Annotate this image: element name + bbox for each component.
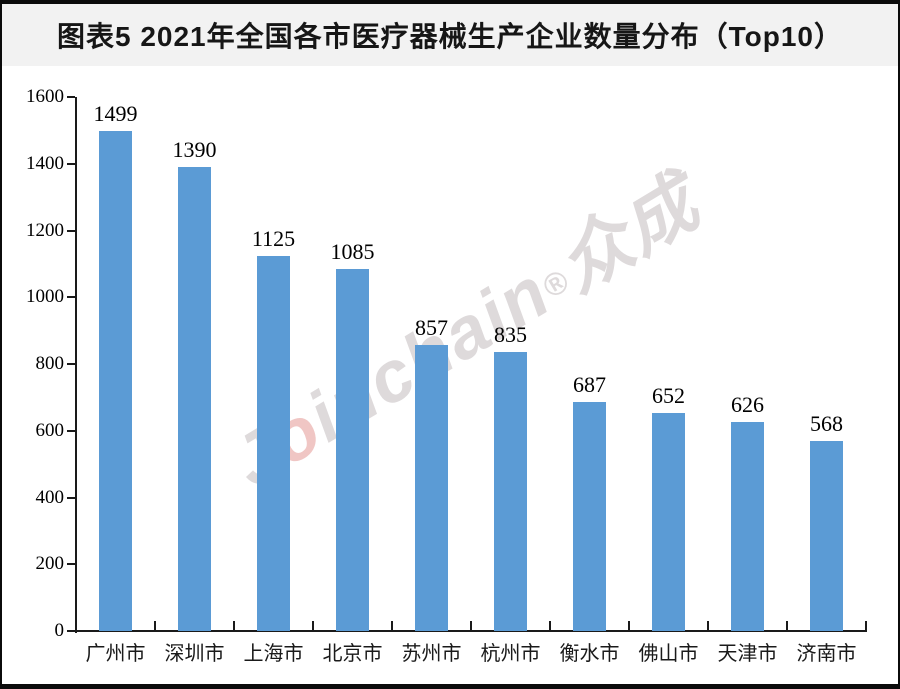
x-axis-category-label: 杭州市 <box>480 643 541 665</box>
bar <box>494 352 527 631</box>
bar <box>652 413 685 631</box>
bar-value-label: 1125 <box>251 226 296 251</box>
x-axis-category-label: 上海市 <box>243 643 304 665</box>
bar-value-label: 687 <box>573 372 606 397</box>
bar-value-label: 568 <box>810 411 843 436</box>
title-band: 图表5 2021年全国各市医疗器械生产企业数量分布（Top10） <box>2 4 898 66</box>
y-axis-tick <box>67 96 75 98</box>
x-axis-category-label: 衡水市 <box>559 643 620 665</box>
x-axis-tick <box>470 621 472 631</box>
y-axis-tick <box>67 162 75 165</box>
bar <box>257 256 290 631</box>
x-axis-category-label: 佛山市 <box>638 643 699 665</box>
bar-value-label: 1499 <box>93 101 138 126</box>
x-axis-category-label: 天津市 <box>717 643 778 665</box>
x-axis-tick <box>628 621 630 631</box>
bar-value-label: 1390 <box>172 137 217 162</box>
x-axis-category-label: 深圳市 <box>164 643 225 665</box>
y-axis-tick-label: 600 <box>35 419 65 441</box>
x-axis-tick <box>154 621 156 631</box>
x-axis-tick <box>312 621 314 631</box>
x-axis-category-label: 苏州市 <box>401 643 462 665</box>
x-axis-tick <box>233 621 235 631</box>
y-axis-line <box>75 97 77 633</box>
x-axis-tick <box>786 621 788 631</box>
x-axis-line <box>75 630 867 632</box>
y-axis-tick <box>67 563 75 566</box>
y-axis-tick-label: 0 <box>54 620 65 641</box>
y-axis-tick-label: 1600 <box>26 86 64 107</box>
y-axis-tick-label: 400 <box>35 486 65 508</box>
bar <box>810 441 843 631</box>
y-axis-tick <box>67 363 75 365</box>
x-axis-tick <box>549 621 551 631</box>
bar <box>573 402 606 631</box>
x-axis-tick <box>391 621 393 631</box>
bar <box>415 345 448 631</box>
y-axis-tick <box>67 429 75 432</box>
y-axis-tick <box>67 296 75 299</box>
bar <box>99 131 132 631</box>
bar-value-label: 835 <box>494 322 527 347</box>
y-axis-tick <box>67 630 75 632</box>
x-axis-tick <box>707 621 709 631</box>
bar <box>178 167 211 631</box>
registered-mark-icon: ® <box>536 261 577 306</box>
y-axis-tick <box>67 496 75 499</box>
bar-value-label: 652 <box>652 383 685 408</box>
x-axis-tick <box>865 621 867 631</box>
x-axis-category-label: 广州市 <box>85 643 146 665</box>
y-axis-tick-label: 200 <box>35 553 65 575</box>
bar <box>336 269 369 631</box>
y-axis-tick-label: 1200 <box>26 219 64 241</box>
y-axis-tick-label: 1400 <box>26 152 64 174</box>
y-axis-tick-label: 800 <box>35 353 65 374</box>
bar <box>731 422 764 631</box>
bar-value-label: 1085 <box>330 239 375 264</box>
y-axis-tick <box>67 229 75 232</box>
y-axis-tick-label: 1000 <box>26 286 64 308</box>
bar-value-label: 857 <box>415 315 448 340</box>
x-axis-category-label: 济南市 <box>796 643 857 665</box>
chart-title: 图表5 2021年全国各市医疗器械生产企业数量分布（Top10） <box>56 21 844 52</box>
bar-value-label: 626 <box>731 392 764 417</box>
x-axis-category-label: 北京市 <box>322 643 383 665</box>
watermark-text-cjk: 众成 <box>544 162 713 308</box>
